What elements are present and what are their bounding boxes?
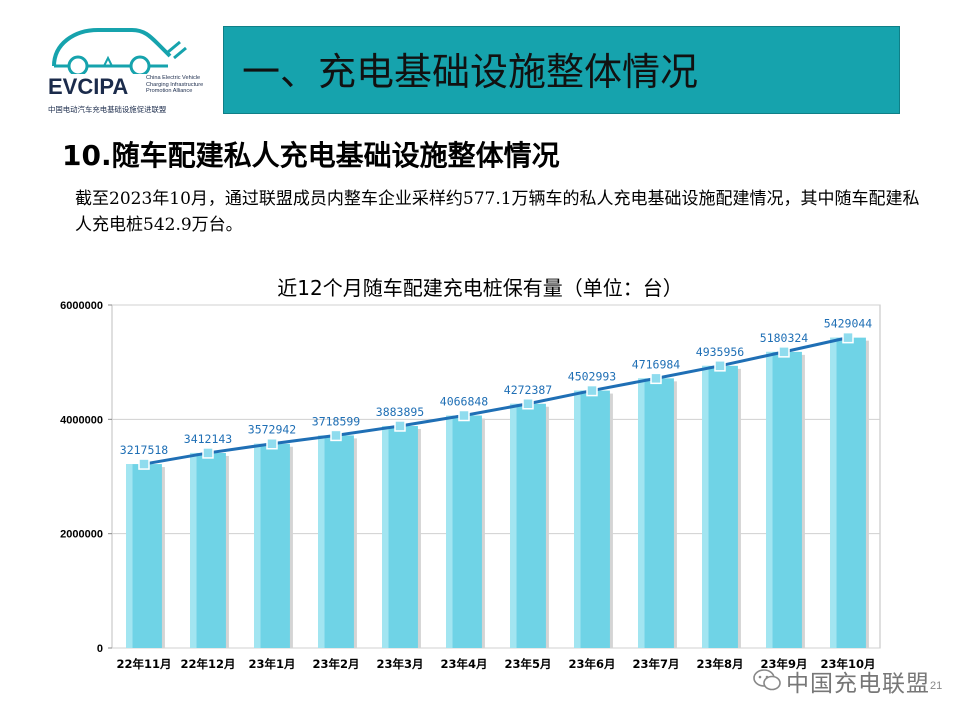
- data-label: 5429044: [824, 317, 873, 331]
- line-marker: [842, 331, 854, 344]
- bar-highlight: [766, 351, 773, 648]
- line-marker: [394, 420, 406, 432]
- x-tick-label: 23年5月: [504, 657, 551, 671]
- evcipa-logo: EVCIPA China Electric Vehicle Charging I…: [40, 22, 210, 122]
- x-tick-label: 23年1月: [248, 657, 295, 671]
- y-tick-label: 4000000: [60, 414, 103, 426]
- page-title: 一、充电基础设施整体情况: [242, 50, 699, 94]
- line-marker: [202, 447, 214, 459]
- bar-highlight: [638, 378, 645, 648]
- y-tick-label: 0: [97, 643, 103, 655]
- chart-title: 近12个月随车配建充电桩保有量（单位：台）: [277, 276, 683, 300]
- x-tick-label: 23年4月: [440, 657, 487, 671]
- x-tick-label: 23年9月: [760, 657, 807, 671]
- data-label: 4716984: [632, 357, 681, 371]
- bar-highlight: [126, 464, 133, 648]
- logo-name: EVCIPA: [48, 74, 129, 99]
- line-marker: [266, 437, 278, 450]
- x-tick-label: 23年3月: [376, 657, 423, 671]
- bar-highlight: [702, 365, 709, 648]
- logo-subtitle-line: Charging Infrastructure: [146, 81, 204, 88]
- x-tick-label: 23年8月: [696, 657, 743, 671]
- line-marker: [586, 384, 598, 397]
- bar-highlight: [382, 425, 389, 648]
- data-label: 5180324: [760, 331, 809, 345]
- x-tick-label: 23年2月: [312, 657, 359, 671]
- bar-highlight: [510, 403, 517, 648]
- page-number: 21: [930, 680, 943, 692]
- bar-highlight: [574, 390, 581, 648]
- plot-frame: [111, 304, 881, 649]
- bar-highlight: [446, 415, 453, 648]
- bar-highlight: [190, 452, 197, 648]
- logo-subtitle-line: Promotion Alliance: [146, 88, 193, 95]
- bar-highlight: [254, 443, 261, 648]
- wechat-icon: [753, 669, 781, 691]
- line-marker: [458, 409, 470, 422]
- x-tick-label: 23年10月: [820, 657, 875, 671]
- x-tick-label: 22年12月: [180, 657, 235, 671]
- line-marker: [138, 458, 150, 470]
- footer-brand: 中国充电联盟: [786, 671, 930, 697]
- data-label: 4935956: [696, 345, 745, 359]
- y-tick-label: 6000000: [60, 300, 103, 312]
- logo-subtitle-line: China Electric Vehicle: [146, 75, 201, 81]
- logo-subtitle: China Electric Vehicle Charging Infrastr…: [146, 75, 210, 95]
- trend-line: [143, 336, 849, 466]
- data-label: 3883895: [376, 405, 424, 419]
- logo-cn-name: 中国电动汽车充电基础设施促进联盟: [48, 105, 167, 114]
- line-marker: [714, 360, 726, 372]
- data-label: 4502993: [568, 370, 617, 384]
- line-marker: [650, 372, 662, 385]
- logo-car-icon: [52, 28, 187, 74]
- section-title: 10.随车配建私人充电基础设施整体情况: [62, 139, 560, 172]
- data-label: 3572942: [248, 423, 296, 437]
- data-label: 3217518: [120, 443, 169, 457]
- data-label: 4272387: [504, 383, 553, 397]
- x-tick-label: 22年11月: [116, 657, 171, 671]
- summary-paragraph: 截至2023年10月，通过联盟成员内整车企业采样约577.1万辆车的私人充电基础…: [75, 189, 920, 235]
- y-tick-label: 2000000: [60, 529, 103, 541]
- line-marker: [330, 429, 342, 442]
- line-marker: [522, 398, 534, 410]
- data-label: 3718599: [312, 414, 361, 428]
- x-tick-label: 23年7月: [632, 657, 679, 671]
- x-tick-label: 23年6月: [568, 657, 615, 671]
- data-label: 4066848: [440, 395, 489, 409]
- title-bar: 一、充电基础设施整体情况: [223, 26, 900, 114]
- chart-area: 0 2000000 4000000 6000000 22年11月 22年12月 23年1月 2…: [60, 300, 881, 671]
- bar-highlight: [318, 435, 325, 648]
- data-label: 3412143: [184, 432, 233, 446]
- line-marker: [778, 346, 790, 358]
- bar-highlight: [830, 337, 837, 648]
